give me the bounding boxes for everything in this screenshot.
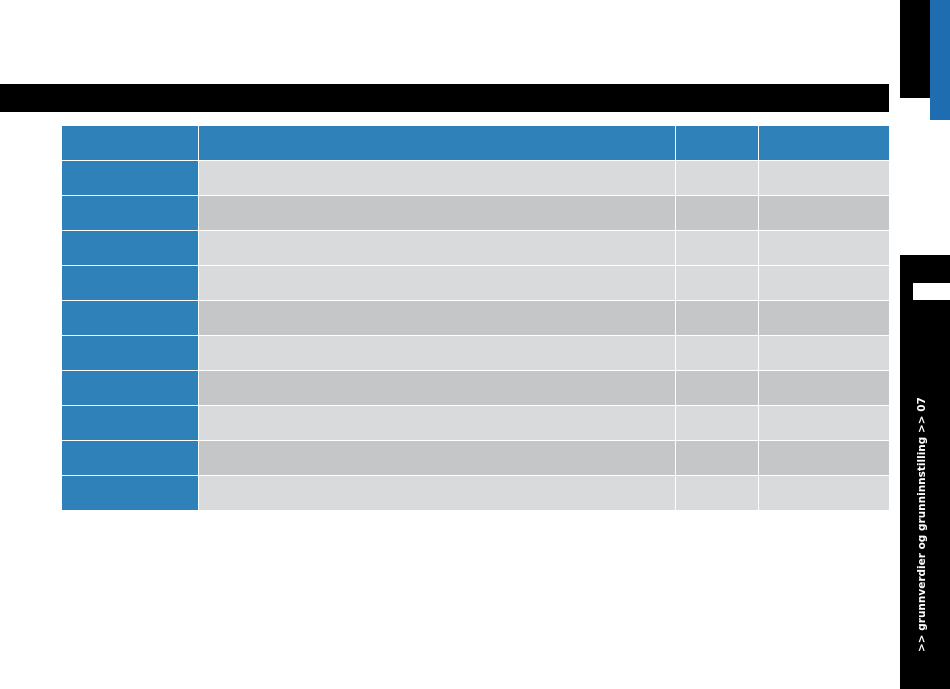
table-cell <box>199 476 675 510</box>
table-cell <box>759 406 889 440</box>
table-cell <box>676 301 758 335</box>
header-bar <box>0 84 889 112</box>
table-cell <box>199 161 675 195</box>
table-cell <box>199 266 675 300</box>
table-cell <box>676 371 758 405</box>
table-cell <box>759 301 889 335</box>
table-cell <box>759 266 889 300</box>
table-cell <box>676 476 758 510</box>
row-header-cell <box>62 336 198 370</box>
table-cell <box>676 336 758 370</box>
table-cell <box>759 336 889 370</box>
table-cell <box>676 266 758 300</box>
header-cell <box>199 126 675 160</box>
table-cell <box>759 231 889 265</box>
table-cell <box>759 371 889 405</box>
table-cell <box>759 196 889 230</box>
row-header-cell <box>62 266 198 300</box>
row-header-cell <box>62 196 198 230</box>
table-cell <box>676 196 758 230</box>
row-header-cell <box>62 301 198 335</box>
header-cell <box>759 126 889 160</box>
table-cell <box>759 476 889 510</box>
corner-block <box>900 0 930 98</box>
table-cell <box>199 301 675 335</box>
table-cell <box>199 196 675 230</box>
table-cell <box>759 161 889 195</box>
sidebar-marker <box>913 283 950 300</box>
table-cell <box>199 231 675 265</box>
corner-tab <box>930 0 950 120</box>
table-cell <box>759 441 889 475</box>
table-cell <box>676 406 758 440</box>
table-cell <box>199 336 675 370</box>
row-header-cell <box>62 231 198 265</box>
header-cell <box>62 126 198 160</box>
table <box>62 126 889 510</box>
table-cell <box>199 441 675 475</box>
row-header-cell <box>62 161 198 195</box>
table-cell <box>676 161 758 195</box>
table-cell <box>199 406 675 440</box>
sidebar <box>900 255 950 689</box>
row-header-cell <box>62 406 198 440</box>
table-cell <box>199 371 675 405</box>
row-header-cell <box>62 476 198 510</box>
section-label: >> grunnverdier og grunninnstilling >> 0… <box>916 397 928 652</box>
row-header-cell <box>62 441 198 475</box>
header-cell <box>676 126 758 160</box>
row-header-cell <box>62 371 198 405</box>
table-cell <box>676 231 758 265</box>
table-cell <box>676 441 758 475</box>
